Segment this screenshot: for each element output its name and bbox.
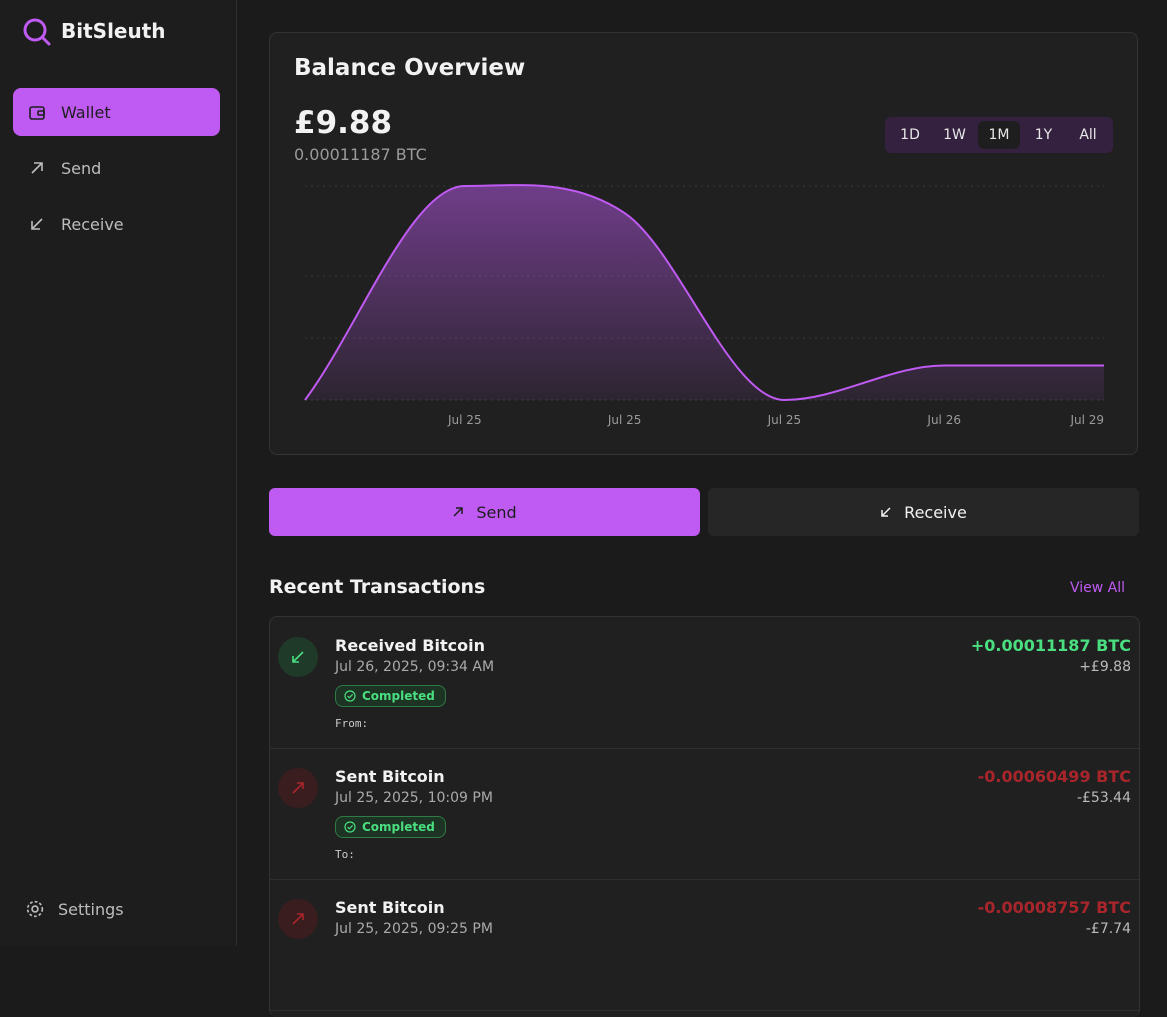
view-all-link[interactable]: View All	[1070, 580, 1126, 596]
transaction-title: Sent Bitcoin	[335, 767, 445, 786]
range-button[interactable]: 1D	[900, 127, 920, 143]
send-icon	[453, 507, 464, 517]
status-label: Completed	[362, 689, 435, 703]
transaction-icon	[278, 768, 318, 808]
nav-icon	[29, 106, 45, 120]
settings-label: Settings	[58, 899, 124, 919]
range-button[interactable]: 1W	[943, 127, 966, 143]
status-label: Completed	[362, 820, 435, 834]
settings-icon	[26, 900, 44, 918]
nav-label: Send	[61, 158, 102, 178]
area-line	[304, 184, 1104, 402]
nav-icon	[31, 218, 43, 230]
nav-icon	[31, 162, 43, 174]
nav-label: Receive	[61, 214, 124, 234]
card-title: Balance Overview	[294, 55, 526, 81]
transaction-row[interactable]: Received Bitcoin Jul 26, 2025, 09:34 AM Co…	[270, 617, 1139, 749]
page: BitSleuth Wallet Send Receive Settings Bal…	[0, 0, 1140, 1017]
receive-icon	[881, 507, 891, 517]
transaction-date: Jul 25, 2025, 10:09 PM	[335, 790, 493, 806]
transaction-list: Received Bitcoin Jul 26, 2025, 09:34 AM Co…	[269, 616, 1140, 1017]
party-label: From:	[335, 717, 369, 730]
x-tick-label: Jul 25	[767, 413, 802, 427]
amount-fiat: -£53.44	[1076, 790, 1131, 806]
x-tick-label: Jul 29	[1069, 413, 1104, 427]
settings-link[interactable]: Settings	[24, 898, 124, 920]
x-tick-label: Jul 25	[607, 413, 642, 427]
amount-fiat: +£9.88	[1079, 659, 1131, 675]
receive-button[interactable]: Receive	[708, 488, 1139, 536]
area-fill	[305, 185, 1104, 400]
brand-logo	[23, 18, 51, 46]
transaction-row[interactable]: Sent Bitcoin Jul 25, 2025, 09:25 PM -0.000…	[270, 879, 1139, 1011]
status-icon	[344, 690, 356, 702]
party-label: To:	[335, 848, 355, 861]
status-icon	[344, 821, 356, 833]
amount-btc: -0.00060499 BTC	[977, 767, 1131, 786]
transaction-title: Sent Bitcoin	[335, 898, 445, 917]
range-button[interactable]: 1Y	[1034, 127, 1053, 143]
transaction-date: Jul 25, 2025, 09:25 PM	[335, 921, 493, 937]
receive-label: Receive	[904, 502, 967, 522]
transaction-row[interactable]: Sent Bitcoin Jul 25, 2025, 10:09 PM Comple…	[270, 748, 1139, 880]
transaction-icon	[278, 899, 318, 939]
nav-item[interactable]: Receive	[13, 200, 220, 248]
x-tick-label: Jul 25	[447, 413, 482, 427]
x-tick-label: Jul 26	[926, 413, 961, 427]
nav-label: Wallet	[61, 102, 111, 122]
amount-btc: +0.00011187 BTC	[970, 636, 1131, 655]
range-button[interactable]: All	[1079, 127, 1097, 143]
balance-fiat: £9.88	[294, 105, 393, 141]
amount-fiat: -£7.74	[1085, 921, 1131, 937]
amount-btc: -0.00008757 BTC	[977, 898, 1131, 917]
transaction-date: Jul 26, 2025, 09:34 AM	[335, 659, 495, 675]
section-title: Recent Transactions	[269, 576, 486, 598]
nav-item[interactable]: Send	[13, 144, 220, 192]
status-badge: Completed	[335, 816, 446, 838]
range-button[interactable]: 1M	[978, 121, 1020, 149]
transaction-title: Received Bitcoin	[335, 636, 485, 655]
sidebar: BitSleuth Wallet Send Receive Settings	[0, 0, 237, 946]
balance-chart: Jul 25 Jul 25 Jul 25 Jul 26 Jul 29	[304, 184, 1104, 427]
range-selector: 1D 1W 1M 1Y All	[885, 117, 1113, 153]
status-badge: Completed	[335, 685, 446, 707]
balance-btc: 0.00011187 BTC	[294, 145, 427, 164]
send-button[interactable]: Send	[269, 488, 700, 536]
transaction-icon	[278, 637, 318, 677]
brand: BitSleuth	[61, 19, 166, 43]
nav-item[interactable]: Wallet	[13, 88, 220, 136]
send-label: Send	[476, 502, 517, 522]
